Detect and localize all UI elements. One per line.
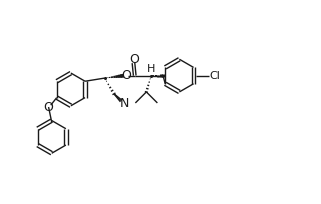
Text: O: O [121, 69, 131, 82]
Text: O: O [129, 53, 139, 66]
Text: O: O [44, 101, 54, 114]
Text: H: H [147, 64, 156, 74]
Text: Cl: Cl [209, 71, 220, 81]
Text: N: N [120, 97, 129, 110]
